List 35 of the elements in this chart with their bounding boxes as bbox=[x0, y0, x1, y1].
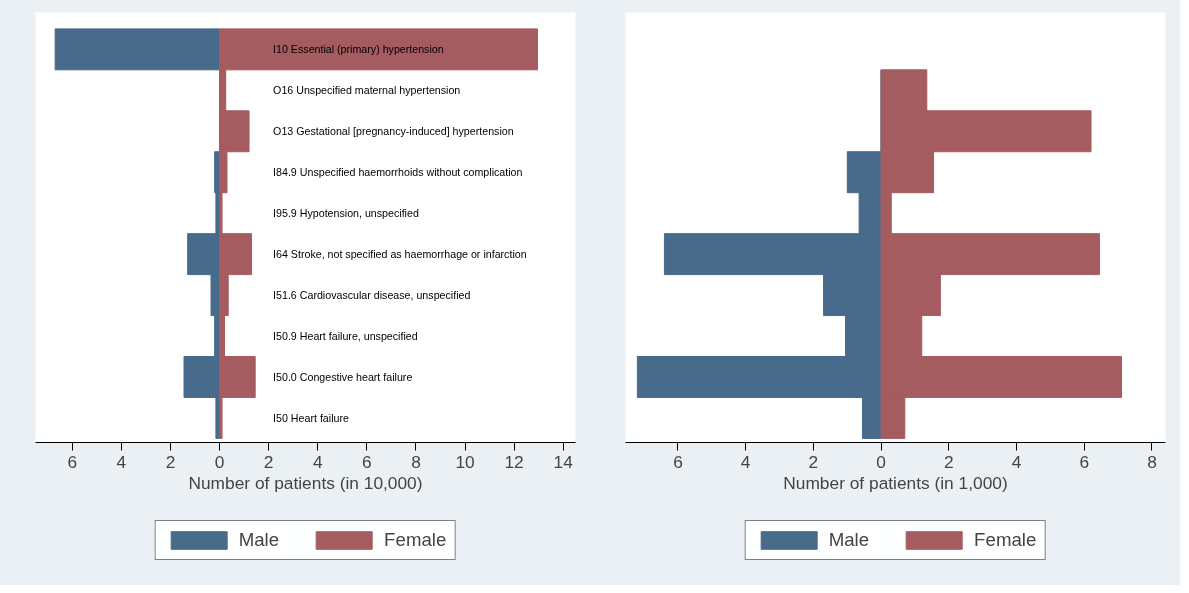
category-label: I95.9 Hypotension, unspecified bbox=[273, 207, 419, 220]
category-label: I10 Essential (primary) hypertension bbox=[273, 43, 444, 56]
x-tick-label: 0 bbox=[214, 451, 225, 472]
x-tick-label: 4 bbox=[116, 451, 127, 472]
category-label: O13 Gestational [pregnancy-induced] hypertension bbox=[273, 125, 514, 138]
category-label: I50.0 Congestive heart failure bbox=[273, 370, 413, 383]
x-tick-label: 4 bbox=[312, 451, 323, 472]
x-tick-label: 10 bbox=[455, 451, 475, 472]
x-tick-label: 2 bbox=[263, 451, 274, 472]
x-axis-title: Number of patients (in 1,000) bbox=[783, 472, 1008, 493]
category-label: I50.9 Heart failure, unspecified bbox=[273, 330, 418, 343]
x-tick-label: 4 bbox=[1011, 451, 1022, 472]
category-label: I50 Heart failure bbox=[273, 411, 349, 424]
legend-label: Male bbox=[828, 529, 870, 551]
x-tick-label: 2 bbox=[165, 451, 176, 472]
x-tick-label: 8 bbox=[1147, 451, 1157, 472]
x-tick-label: 12 bbox=[504, 451, 524, 472]
x-tick-label: 2 bbox=[808, 451, 819, 472]
x-tick-label: 6 bbox=[1079, 451, 1090, 472]
x-tick-label: 2 bbox=[944, 451, 954, 472]
legend-label: Female bbox=[384, 529, 447, 551]
x-tick-label: 4 bbox=[740, 451, 751, 472]
x-tick-label: 6 bbox=[362, 451, 372, 472]
legend-label: Female bbox=[974, 529, 1037, 551]
x-tick-label: 0 bbox=[876, 451, 886, 472]
category-label: O16 Unspecified maternal hypertension bbox=[273, 84, 461, 97]
category-label: I84.9 Unspecified haemorrhoids without complication bbox=[273, 166, 523, 179]
x-tick-label: 6 bbox=[673, 451, 683, 472]
legend-label: Male bbox=[238, 529, 280, 551]
x-tick-label: 6 bbox=[67, 451, 78, 472]
x-tick-label: 8 bbox=[411, 451, 421, 472]
x-axis-title: Number of patients (in 10,000) bbox=[188, 472, 423, 493]
category-label: I51.6 Cardiovascular disease, unspecified bbox=[273, 289, 471, 302]
x-tick-label: 14 bbox=[553, 451, 574, 472]
category-label: I64 Stroke, not specified as haemorrhage or infarction bbox=[273, 248, 527, 261]
